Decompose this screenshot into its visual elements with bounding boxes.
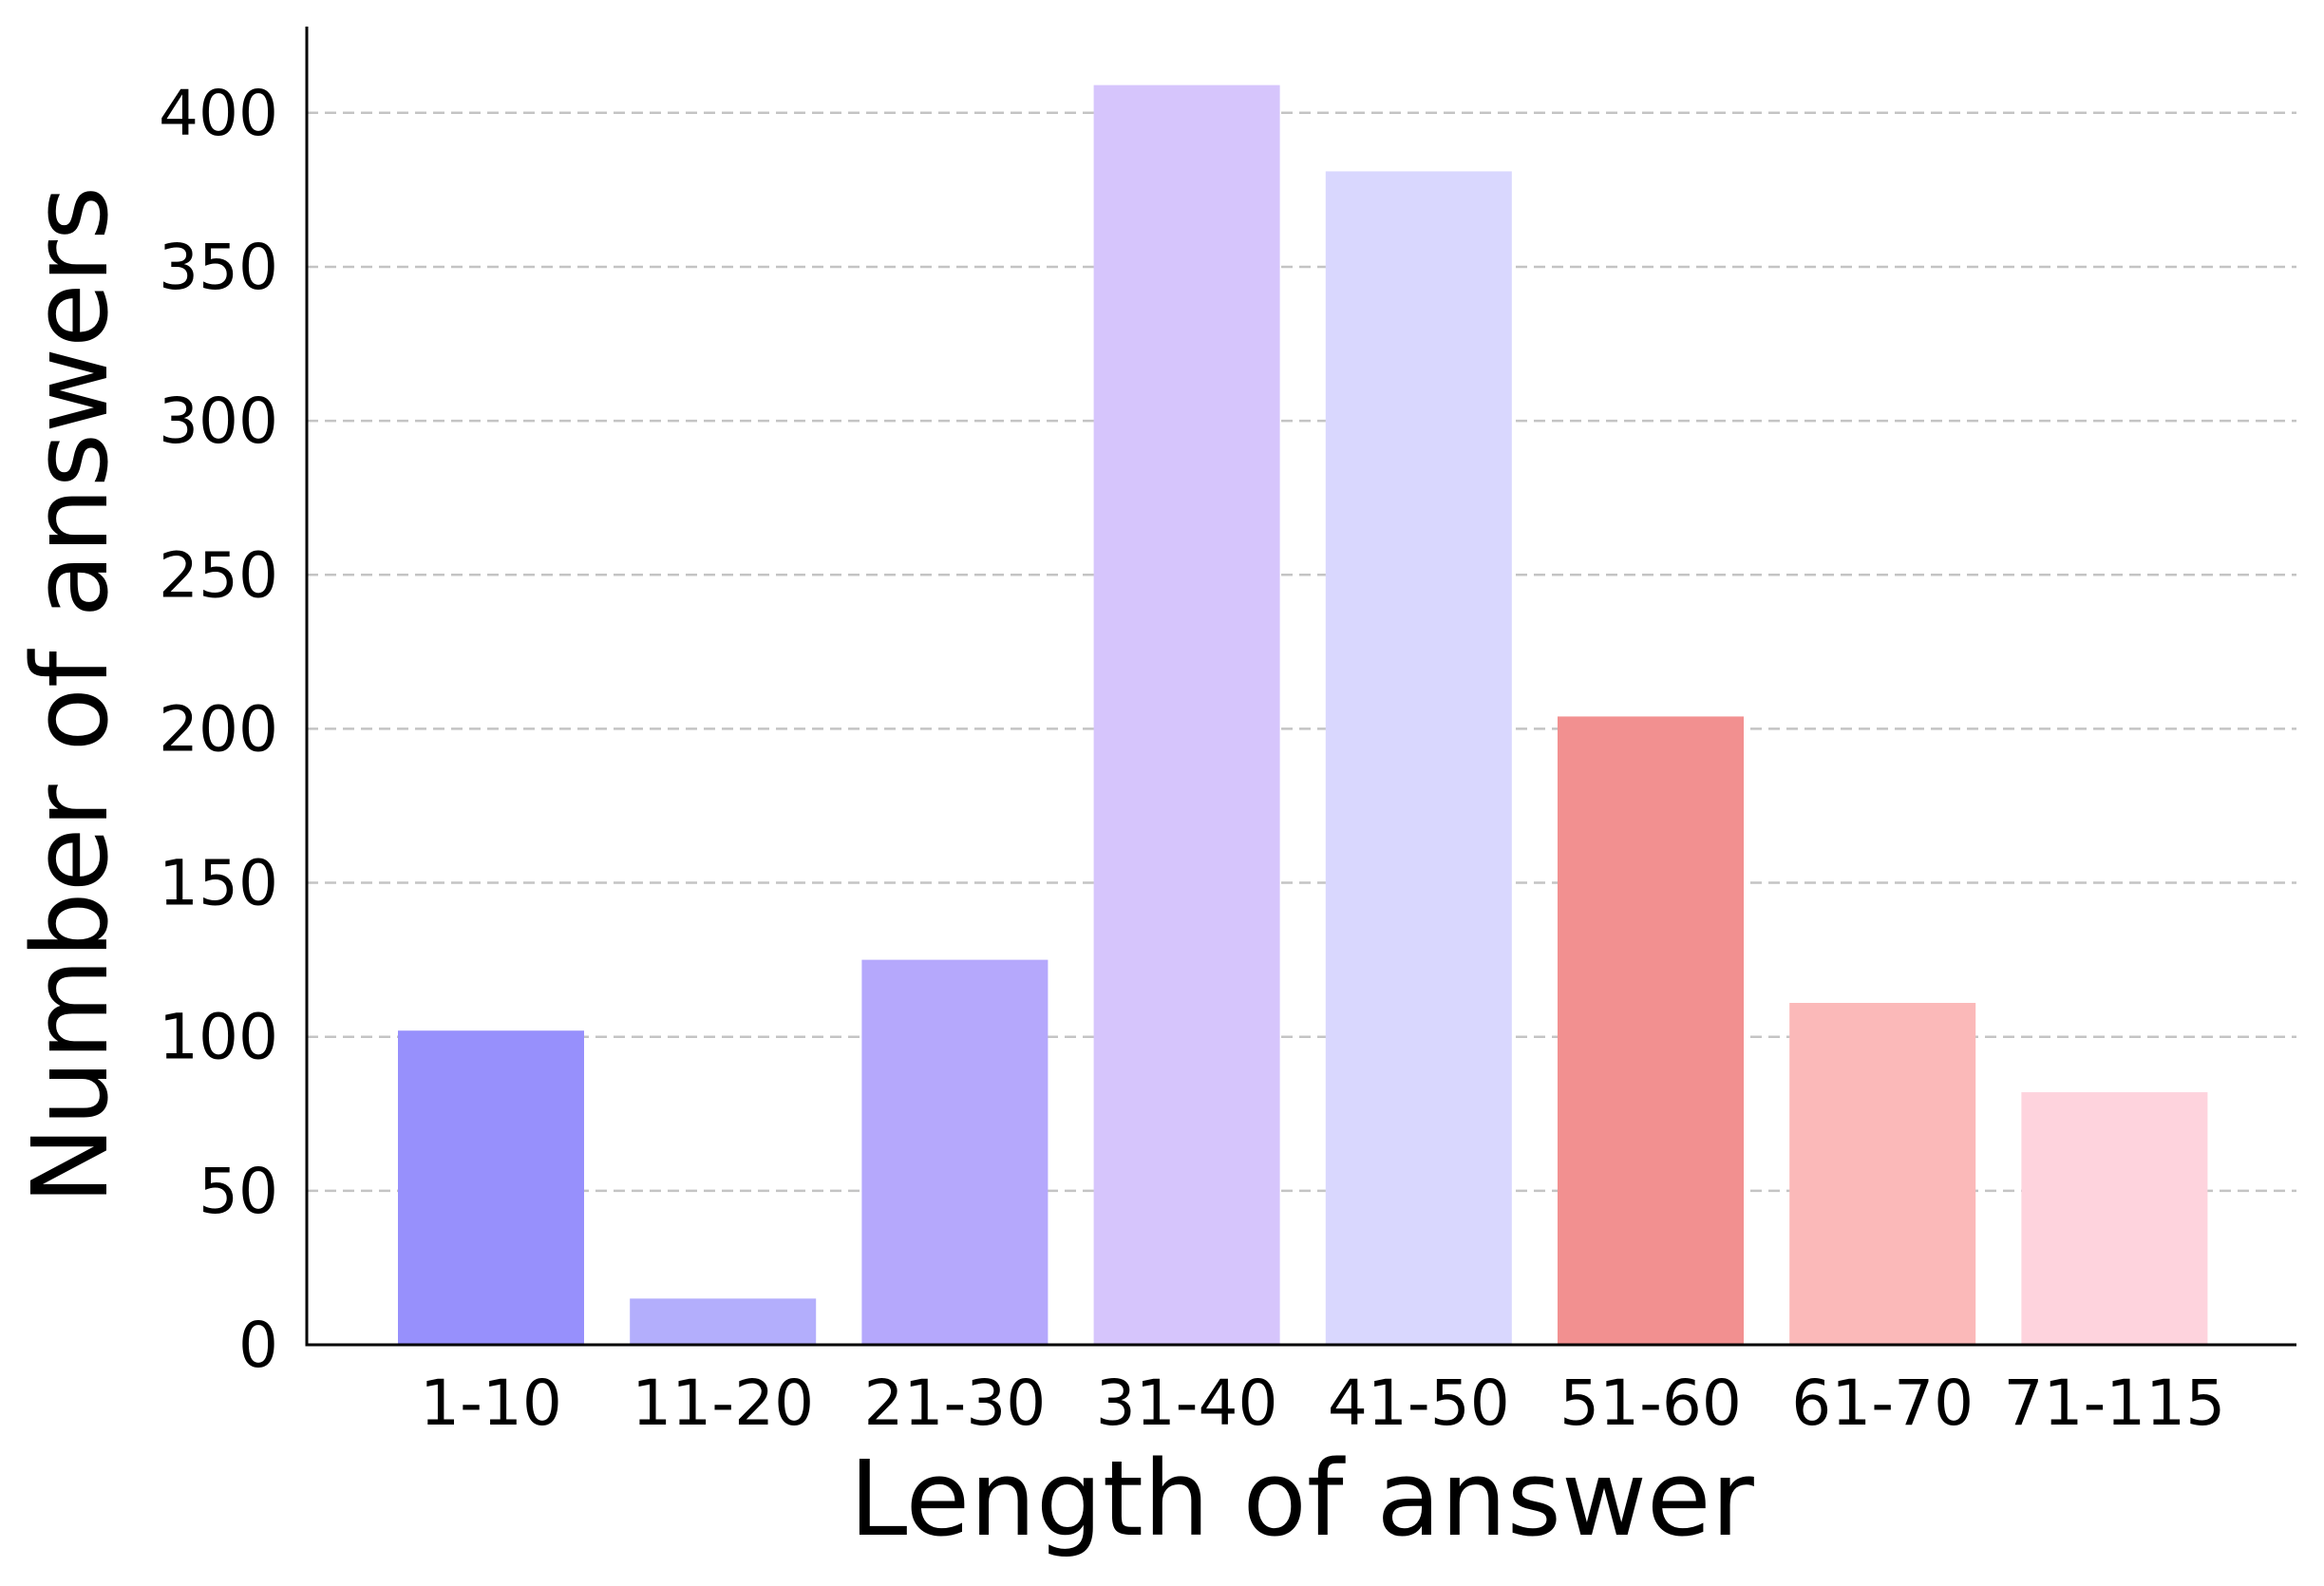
x-tick-label: 11-20 [632,1367,814,1440]
bar [2021,1092,2208,1345]
x-tick-label: 21-30 [864,1367,1047,1440]
bar [1558,716,1744,1345]
x-axis-title: Length of answer [849,1438,1754,1559]
axes [305,27,2296,1347]
y-tick-labels: 0 50 100 150 200 250 300 350 400 [159,77,278,1382]
bars [398,85,2208,1346]
x-tick-label: 61-70 [1791,1367,1974,1440]
x-tick-label: 1-10 [420,1367,562,1440]
x-tick-label: 51-60 [1559,1367,1742,1440]
y-tick-label: 150 [159,847,278,920]
y-tick-label: 300 [159,385,278,458]
bar [1093,85,1280,1345]
bar [1789,1003,1976,1345]
y-tick-label: 0 [238,1309,278,1382]
x-tick-label: 71-115 [2004,1367,2226,1440]
y-tick-label: 200 [159,692,278,765]
y-tick-label: 50 [198,1155,278,1228]
x-tick-label: 41-50 [1328,1367,1510,1440]
bar [1325,171,1512,1346]
bar [861,959,1049,1345]
x-tick-labels: 1-10 11-20 21-30 31-40 41-50 51-60 61-70 71-115 [420,1367,2225,1440]
y-tick-label: 350 [159,231,278,304]
bar [398,1030,584,1345]
x-tick-label: 31-40 [1096,1367,1278,1440]
y-tick-label: 100 [159,1001,278,1074]
y-axis-title: Number of answers [9,186,131,1204]
y-tick-label: 400 [159,77,278,150]
grid-lines [307,111,2296,1193]
bar [630,1298,817,1345]
y-tick-label: 250 [159,538,278,612]
